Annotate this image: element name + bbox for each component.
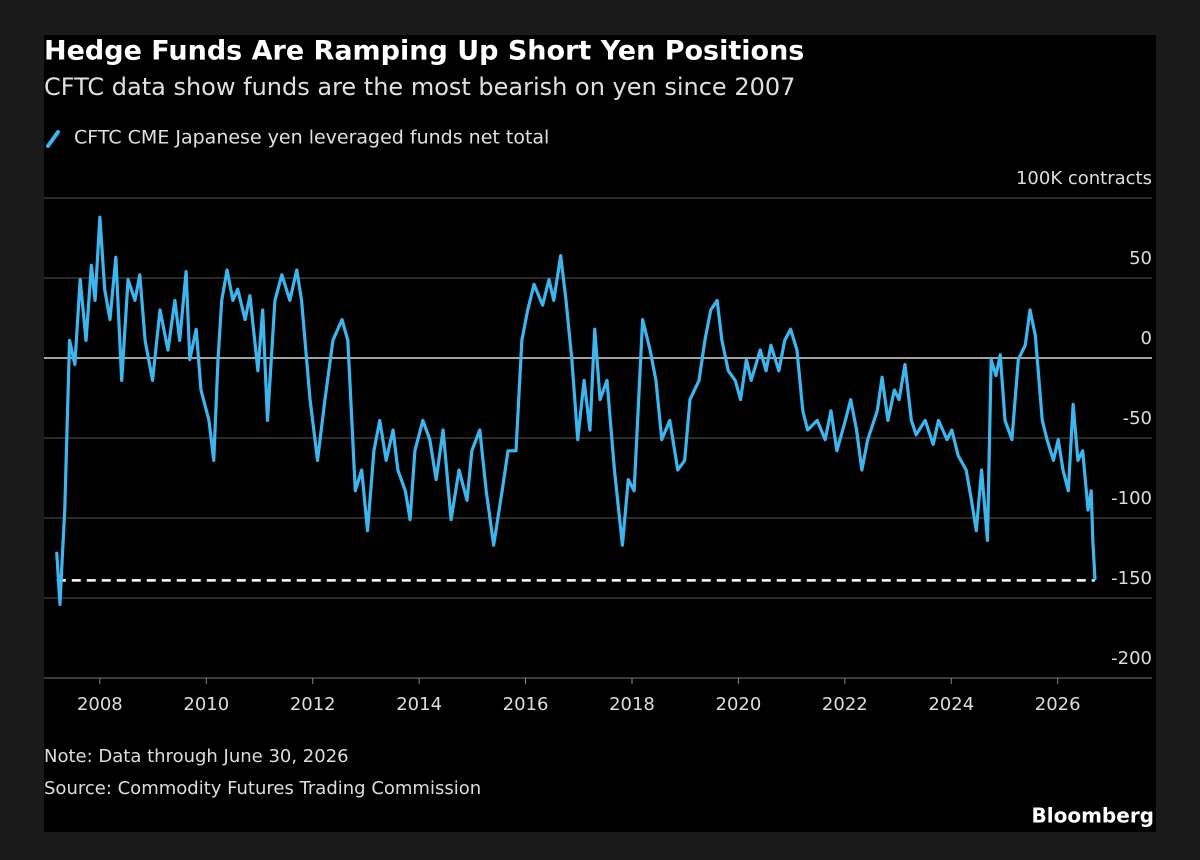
x-tick-label: 2010	[183, 694, 229, 715]
chart-subtitle: CFTC data show funds are the most bearis…	[44, 73, 795, 101]
y-tick-label: -150	[1111, 568, 1152, 589]
x-tick-label: 2012	[290, 694, 336, 715]
chart-title: Hedge Funds Are Ramping Up Short Yen Pos…	[44, 36, 804, 67]
y-tick-label: -200	[1111, 648, 1152, 669]
y-tick-label: -100	[1111, 488, 1152, 509]
y-tick-label: 50	[1129, 248, 1152, 269]
x-tick-label: 2008	[77, 694, 123, 715]
legend-label: CFTC CME Japanese yen leveraged funds ne…	[74, 127, 549, 149]
source: Source: Commodity Futures Trading Commis…	[44, 778, 481, 799]
brand: Bloomberg	[1032, 804, 1154, 828]
x-tick-label: 2016	[503, 694, 549, 715]
x-tick-label: 2014	[396, 694, 442, 715]
y-tick-label: 100K contracts	[1016, 168, 1152, 189]
note: Note: Data through June 30, 2026	[44, 746, 349, 767]
x-tick-label: 2022	[822, 694, 868, 715]
series-line	[55, 215, 1097, 606]
panel	[44, 35, 1156, 832]
y-tick-label: 0	[1141, 328, 1152, 349]
legend-swatch	[46, 130, 60, 148]
y-tick-label: -50	[1123, 408, 1152, 429]
x-tick-label: 2018	[609, 694, 655, 715]
x-tick-label: 2026	[1035, 694, 1081, 715]
x-tick-label: 2024	[928, 694, 974, 715]
x-tick-label: 2020	[716, 694, 762, 715]
